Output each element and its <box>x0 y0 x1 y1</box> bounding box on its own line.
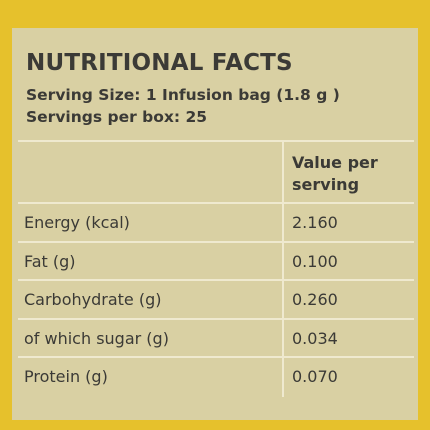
table-row: of which sugar (g) 0.034 <box>18 317 414 358</box>
column-header: Value per serving <box>292 153 378 194</box>
column-divider <box>282 142 284 397</box>
table-row: Carbohydrate (g) 0.260 <box>18 279 414 319</box>
label-panel: NUTRITIONAL FACTS Serving Size: 1 Infusi… <box>12 28 418 420</box>
table-row: Energy (kcal) 2.160 <box>18 202 414 242</box>
nutrient-name: of which sugar (g) <box>24 328 169 348</box>
servings: Servings per box: 25 <box>26 108 208 126</box>
table-row: Protein (g) 0.070 <box>18 356 414 396</box>
nutrient-value: 0.100 <box>292 251 338 271</box>
nutrient-name: Fat (g) <box>24 251 76 271</box>
table-row: Fat (g) 0.100 <box>18 240 414 281</box>
nutrient-value: 0.034 <box>292 328 338 348</box>
nutrient-name: Protein (g) <box>24 367 108 386</box>
nutrient-value: 0.260 <box>292 290 338 309</box>
nutrient-name: Energy (kcal) <box>24 213 130 232</box>
nutrient-value: 2.160 <box>292 213 338 232</box>
title: NUTRITIONAL FACTS <box>26 50 293 76</box>
nutrient-name: Carbohydrate (g) <box>24 290 162 309</box>
serving-size: Serving Size: 1 Infusion bag (1.8 g ) <box>26 86 340 104</box>
nutrition-table: Value per serving Energy (kcal) 2.160 Fat … <box>18 140 414 397</box>
nutrient-value: 0.070 <box>292 367 338 386</box>
